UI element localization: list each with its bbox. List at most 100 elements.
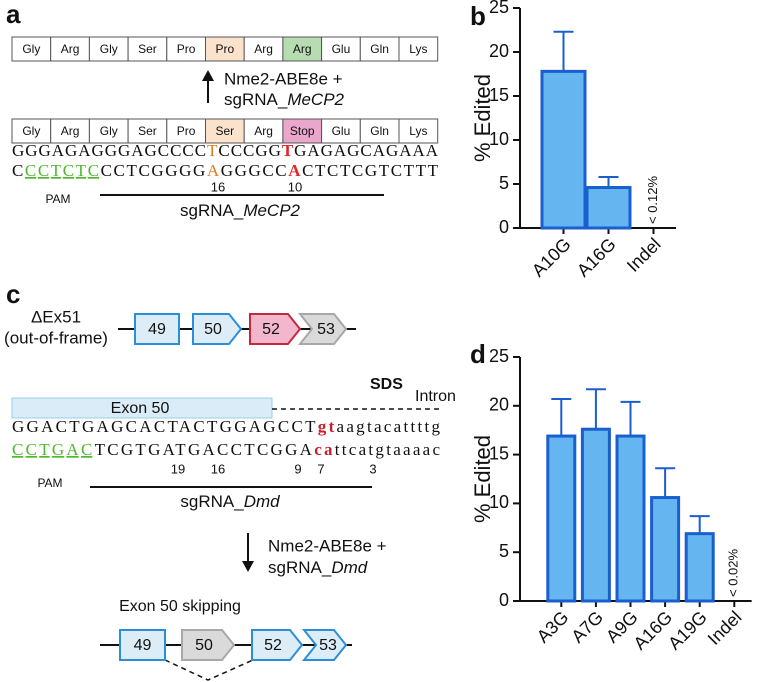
amino-acid: Ser: [138, 124, 157, 138]
amino-acid: Glu: [332, 124, 351, 138]
panel-label: b: [470, 1, 486, 31]
gene-name: Dmd: [244, 492, 280, 511]
construct-label: ΔEx51: [31, 307, 81, 326]
arrow-head: [242, 561, 254, 572]
amino-acid: Ser: [216, 124, 235, 138]
amino-acid: Gly: [22, 124, 40, 138]
bar: [546, 434, 577, 603]
amino-acid: Pro: [177, 42, 196, 56]
codon-box: [282, 118, 323, 144]
x-tick-label: A3G: [533, 607, 573, 647]
exon-number: 53: [317, 321, 335, 338]
dna-segment: GAGAGCAGAAA: [294, 141, 439, 160]
dna-strand: GGGAGAGGGAGCCCCTCCCGGTGAGAGCAGAAA: [12, 141, 439, 160]
guide-label: sgRNA_Dmd: [180, 492, 280, 511]
amino-acid: Lys: [409, 124, 427, 138]
amino-acid: Gln: [370, 42, 389, 56]
gene-name: MeCP2: [287, 90, 344, 109]
exon-number: 53: [319, 637, 337, 654]
amino-acid: Gly: [100, 124, 118, 138]
editor-label: Nme2-ABE8e +: [224, 69, 343, 88]
guide-label: sgRNA_MeCP2: [224, 90, 345, 109]
guide-prefix: sgRNA_: [224, 90, 288, 109]
y-axis-label: % Edited: [470, 74, 495, 162]
y-tick-label: 5: [499, 173, 509, 193]
exon-bar: [11, 397, 273, 419]
amino-acid: Arg: [61, 42, 80, 56]
arrow-head: [202, 70, 214, 81]
amino-acid: Ser: [138, 42, 157, 56]
editor-label: Nme2-ABE8e +: [268, 536, 387, 555]
amino-acid: Arg: [61, 124, 80, 138]
y-tick-label: 25: [489, 346, 509, 366]
exon: [249, 313, 302, 345]
guide-prefix: sgRNA_: [180, 201, 244, 220]
dna-segment: GGGCC: [221, 161, 287, 180]
dna-strand: CCCTCTCCCTCGGGGAGGGCCACTCTCGTCTTT: [12, 161, 439, 180]
amino-acid: Pro: [177, 124, 196, 138]
gene-name: Dmd: [331, 558, 367, 577]
dna-segment: ca: [314, 440, 333, 459]
panel-label: c: [6, 279, 20, 309]
dna-segment: C: [12, 161, 23, 180]
bar: [540, 69, 587, 230]
y-tick-label: 0: [499, 590, 509, 610]
codon-box: [11, 118, 52, 144]
bar: [650, 496, 681, 603]
codon-box: [282, 36, 323, 62]
amino-acid: Arg: [254, 124, 273, 138]
panel-label: d: [470, 339, 486, 369]
guide-label: sgRNA_MeCP2: [180, 201, 301, 220]
y-tick-label: 0: [499, 217, 509, 237]
gene-name: MeCP2: [243, 201, 300, 220]
dna-segment: gt: [318, 417, 335, 436]
y-tick-label: 15: [489, 443, 509, 463]
dna-segment: CCTCGGGG: [101, 161, 206, 180]
y-tick-label: 20: [489, 41, 509, 61]
dna-segment: TCGTGATGACCTCGGA: [95, 440, 313, 459]
x-tick-label: Indel: [704, 607, 746, 649]
exon-bar-label: Exon 50: [111, 400, 170, 417]
codon-box: [243, 118, 284, 144]
codon-box: [398, 36, 439, 62]
intron-label: Intron: [415, 388, 456, 405]
x-tick-label: A16G: [630, 607, 677, 654]
amino-acid: Glu: [332, 42, 351, 56]
exon: [301, 629, 348, 661]
position-number: 19: [171, 461, 185, 476]
exon: [181, 629, 236, 661]
amino-acid: Arg: [293, 42, 312, 56]
amino-acid: Gly: [100, 42, 118, 56]
construct-label: (out-of-frame): [4, 328, 108, 347]
x-tick-label: A16G: [573, 234, 620, 281]
dna-segment: CCCGG: [218, 141, 280, 160]
dna-segment: CCTCTC: [25, 161, 99, 180]
bar: [615, 434, 646, 603]
amino-acid: Gln: [370, 124, 389, 138]
dna-segment: A: [207, 161, 220, 180]
codon-box: [166, 118, 207, 144]
pam-label: PAM: [45, 192, 70, 206]
dna-strand: CCTGAC TCGTGATGACCTCGGA ca ttcatgtaaaac: [12, 440, 440, 459]
exon-number: 49: [148, 321, 166, 338]
codon-box: [88, 118, 129, 144]
position-number: 10: [288, 179, 302, 194]
dna-segment: CCTGAC: [12, 440, 92, 459]
exon-number: 50: [204, 321, 222, 338]
dna-segment: GGACTGAGCACTACTGGAGCCT: [12, 417, 316, 436]
exon: [134, 313, 180, 345]
amino-acid: Gly: [22, 42, 40, 56]
dna-segment: A: [288, 161, 301, 180]
exon: [297, 313, 348, 345]
y-tick-label: 25: [489, 0, 509, 17]
position-number: 3: [369, 461, 376, 476]
panel-label: a: [6, 0, 21, 29]
exon: [251, 629, 304, 661]
y-axis-label: % Edited: [470, 435, 495, 523]
amino-acid: Stop: [290, 124, 315, 138]
guide-prefix: sgRNA_: [180, 492, 244, 511]
exon-number: 50: [195, 637, 213, 654]
codon-box: [50, 118, 90, 144]
position-number: 16: [211, 179, 225, 194]
bar: [580, 427, 611, 603]
